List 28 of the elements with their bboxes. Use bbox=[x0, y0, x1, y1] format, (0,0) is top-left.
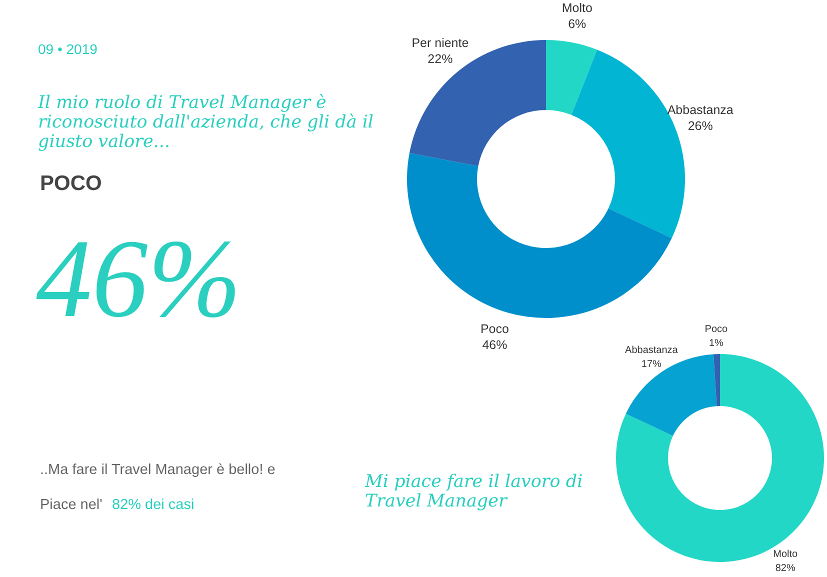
slice-label: Molto bbox=[773, 549, 798, 560]
text: Il mio ruolo di Travel Manager è riconosciuto dall'azienda, che gli dà il giusto valore... bbox=[37, 93, 374, 152]
text: 09 • 2019 bbox=[38, 41, 98, 57]
slice-label: Poco bbox=[480, 322, 509, 336]
donut-slice bbox=[546, 40, 598, 115]
data-label: 26% bbox=[688, 118, 713, 133]
donut-slice bbox=[713, 354, 720, 406]
data-label: 17% bbox=[641, 359, 662, 370]
slice-label: Per niente bbox=[412, 36, 469, 50]
data-label: 22% bbox=[428, 52, 453, 66]
text: Mi piace fare il lavoro di Travel Manager bbox=[364, 472, 583, 512]
donut-slice bbox=[409, 40, 546, 166]
data-label: 6% bbox=[568, 16, 586, 31]
donut-slice bbox=[407, 152, 672, 318]
data-label: 1% bbox=[708, 338, 724, 350]
text: POCO bbox=[40, 172, 102, 195]
text: 46% bbox=[36, 217, 242, 341]
data-label: 82% bbox=[775, 563, 796, 574]
text: 82% dei casi bbox=[112, 497, 194, 513]
text: Piace nel' bbox=[40, 497, 103, 513]
slice-label: Abbastanza bbox=[667, 102, 734, 117]
text: ..Ma fare il Travel Manager è bello! e bbox=[40, 462, 276, 478]
data-label: 46% bbox=[482, 338, 508, 352]
slice-label: Poco bbox=[704, 324, 728, 336]
slice-label: Abbastanza bbox=[625, 345, 678, 356]
donut-slice bbox=[626, 354, 717, 436]
slice-label: Molto bbox=[562, 0, 592, 15]
donut-slice bbox=[616, 354, 824, 562]
